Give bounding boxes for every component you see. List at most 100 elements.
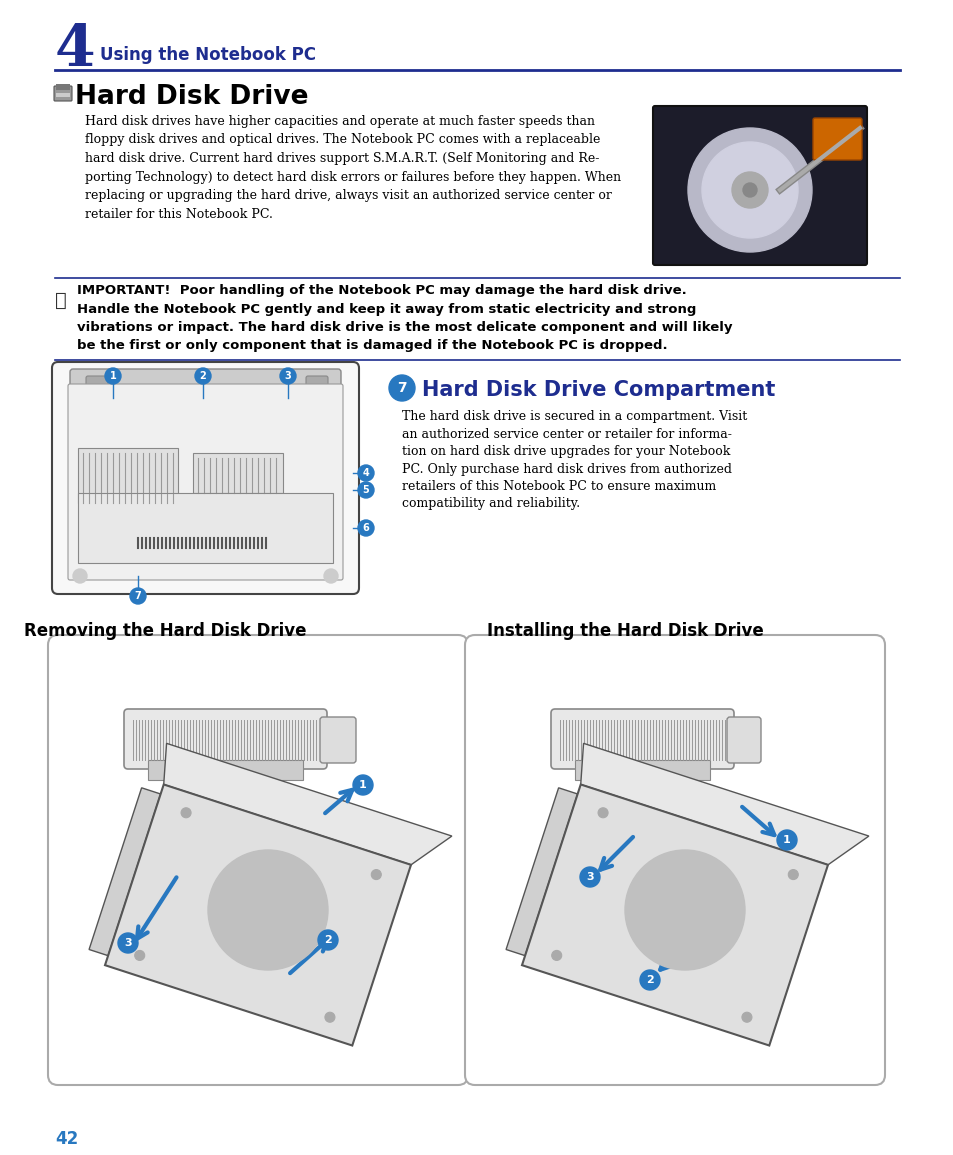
FancyBboxPatch shape [68, 383, 343, 580]
Circle shape [218, 860, 317, 960]
Text: Hard Disk Drive Compartment: Hard Disk Drive Compartment [421, 380, 775, 400]
FancyBboxPatch shape [124, 709, 327, 769]
Text: tion on hard disk drive upgrades for your Notebook: tion on hard disk drive upgrades for you… [401, 445, 730, 459]
FancyBboxPatch shape [86, 377, 108, 390]
Polygon shape [105, 784, 411, 1045]
Bar [78, 493, 333, 562]
Polygon shape [521, 784, 827, 1045]
Circle shape [134, 951, 145, 961]
Circle shape [194, 368, 211, 383]
Circle shape [639, 970, 659, 990]
Polygon shape [164, 744, 452, 865]
Text: 2: 2 [645, 975, 653, 985]
Text: Handle the Notebook PC gently and keep it away from static electricity and stron: Handle the Notebook PC gently and keep i… [77, 303, 696, 315]
FancyBboxPatch shape [726, 717, 760, 763]
FancyBboxPatch shape [652, 106, 866, 264]
FancyBboxPatch shape [812, 118, 862, 161]
Text: The hard disk drive is secured in a compartment. Visit: The hard disk drive is secured in a comp… [401, 410, 746, 423]
Text: vibrations or impact. The hard disk drive is the most delicate component and wil: vibrations or impact. The hard disk driv… [77, 321, 732, 334]
Circle shape [130, 588, 146, 604]
Circle shape [701, 142, 797, 238]
Circle shape [579, 867, 599, 887]
FancyBboxPatch shape [306, 377, 328, 390]
Circle shape [731, 172, 767, 208]
Text: 5: 5 [362, 485, 369, 495]
FancyBboxPatch shape [575, 760, 709, 780]
FancyBboxPatch shape [52, 362, 358, 594]
Polygon shape [89, 788, 160, 955]
Circle shape [551, 951, 561, 961]
Polygon shape [580, 744, 868, 865]
Text: retailer for this Notebook PC.: retailer for this Notebook PC. [85, 208, 273, 221]
Polygon shape [505, 788, 577, 955]
Text: Hard disk drives have higher capacities and operate at much faster speeds than: Hard disk drives have higher capacities … [85, 116, 595, 128]
Circle shape [687, 128, 811, 252]
Circle shape [389, 375, 415, 401]
Text: 2: 2 [199, 371, 206, 381]
Text: Hard Disk Drive: Hard Disk Drive [75, 84, 308, 110]
Text: floppy disk drives and optical drives. The Notebook PC comes with a replaceable: floppy disk drives and optical drives. T… [85, 134, 599, 147]
Text: Using the Notebook PC: Using the Notebook PC [100, 46, 315, 64]
Circle shape [208, 850, 328, 970]
Text: 3: 3 [585, 872, 593, 882]
Circle shape [670, 896, 699, 924]
Circle shape [741, 1012, 751, 1022]
Circle shape [105, 368, 121, 383]
Text: be the first or only component that is damaged if the Notebook PC is dropped.: be the first or only component that is d… [77, 340, 667, 352]
Text: 2: 2 [324, 936, 332, 945]
Circle shape [73, 569, 87, 583]
Circle shape [357, 520, 374, 536]
Bar [193, 453, 283, 493]
FancyBboxPatch shape [551, 709, 733, 769]
Bar [56, 84, 70, 90]
Text: 4: 4 [55, 22, 95, 79]
Circle shape [181, 807, 191, 818]
Text: 3: 3 [284, 371, 291, 381]
Circle shape [776, 830, 796, 850]
Circle shape [324, 569, 337, 583]
FancyBboxPatch shape [48, 635, 468, 1085]
Circle shape [598, 807, 607, 818]
Circle shape [325, 1012, 335, 1022]
FancyBboxPatch shape [54, 85, 71, 100]
Text: 3: 3 [124, 938, 132, 948]
Text: 6: 6 [362, 523, 369, 532]
Circle shape [357, 465, 374, 480]
Circle shape [624, 850, 744, 970]
Text: retailers of this Notebook PC to ensure maximum: retailers of this Notebook PC to ensure … [401, 480, 716, 493]
Text: PC. Only purchase hard disk drives from authorized: PC. Only purchase hard disk drives from … [401, 462, 731, 476]
Text: 🖐: 🖐 [55, 291, 67, 310]
Bar [56, 94, 70, 97]
FancyBboxPatch shape [464, 635, 884, 1085]
Circle shape [263, 906, 273, 915]
Text: Installing the Hard Disk Drive: Installing the Hard Disk Drive [486, 623, 762, 640]
Text: porting Technology) to detect hard disk errors or failures before they happen. W: porting Technology) to detect hard disk … [85, 171, 620, 184]
Text: hard disk drive. Current hard drives support S.M.A.R.T. (Self Monitoring and Re-: hard disk drive. Current hard drives sup… [85, 152, 598, 165]
Circle shape [371, 870, 381, 880]
Text: 42: 42 [55, 1130, 78, 1148]
Circle shape [118, 933, 138, 953]
Circle shape [353, 775, 373, 795]
Bar [78, 448, 178, 502]
FancyBboxPatch shape [148, 760, 303, 780]
Circle shape [635, 860, 734, 960]
Text: Removing the Hard Disk Drive: Removing the Hard Disk Drive [24, 623, 306, 640]
Text: 7: 7 [134, 591, 141, 601]
Text: 4: 4 [362, 468, 369, 478]
FancyBboxPatch shape [70, 368, 340, 389]
Text: replacing or upgrading the hard drive, always visit an authorized service center: replacing or upgrading the hard drive, a… [85, 189, 611, 202]
Text: an authorized service center or retailer for informa-: an authorized service center or retailer… [401, 427, 731, 440]
Circle shape [253, 896, 282, 924]
Text: IMPORTANT!  Poor handling of the Notebook PC may damage the hard disk drive.: IMPORTANT! Poor handling of the Notebook… [77, 284, 686, 297]
Circle shape [679, 906, 689, 915]
Text: 1: 1 [358, 780, 367, 790]
FancyBboxPatch shape [319, 717, 355, 763]
Circle shape [742, 182, 757, 198]
Text: 1: 1 [782, 835, 790, 845]
Circle shape [357, 482, 374, 498]
Circle shape [317, 930, 337, 951]
Text: compatibility and reliability.: compatibility and reliability. [401, 498, 579, 511]
Text: 1: 1 [110, 371, 116, 381]
Text: 7: 7 [396, 381, 406, 395]
Circle shape [280, 368, 295, 383]
